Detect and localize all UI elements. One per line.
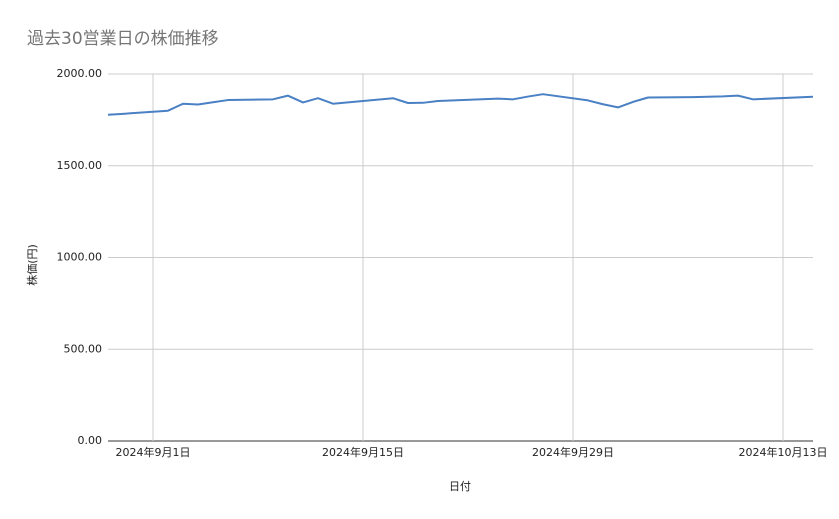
- line-series: [107, 93, 814, 116]
- chart-title: 過去30営業日の株価推移: [27, 29, 219, 49]
- x-tick-label: 2024年10月13日: [739, 445, 828, 459]
- y-tick-label: 1500.00: [57, 159, 103, 172]
- y-tick-label: 0.00: [78, 434, 103, 447]
- y-axis-title: 株価(円): [25, 244, 39, 286]
- x-axis-title: 日付: [449, 480, 471, 493]
- x-tick-label: 2024年9月15日: [322, 445, 404, 459]
- y-tick-label: 500.00: [64, 342, 103, 355]
- x-tick-label: 2024年9月29日: [532, 445, 614, 459]
- y-tick-label: 1000.00: [57, 251, 103, 264]
- x-tick-label: 2024年9月1日: [116, 445, 191, 459]
- y-tick-label: 2000.00: [57, 67, 103, 80]
